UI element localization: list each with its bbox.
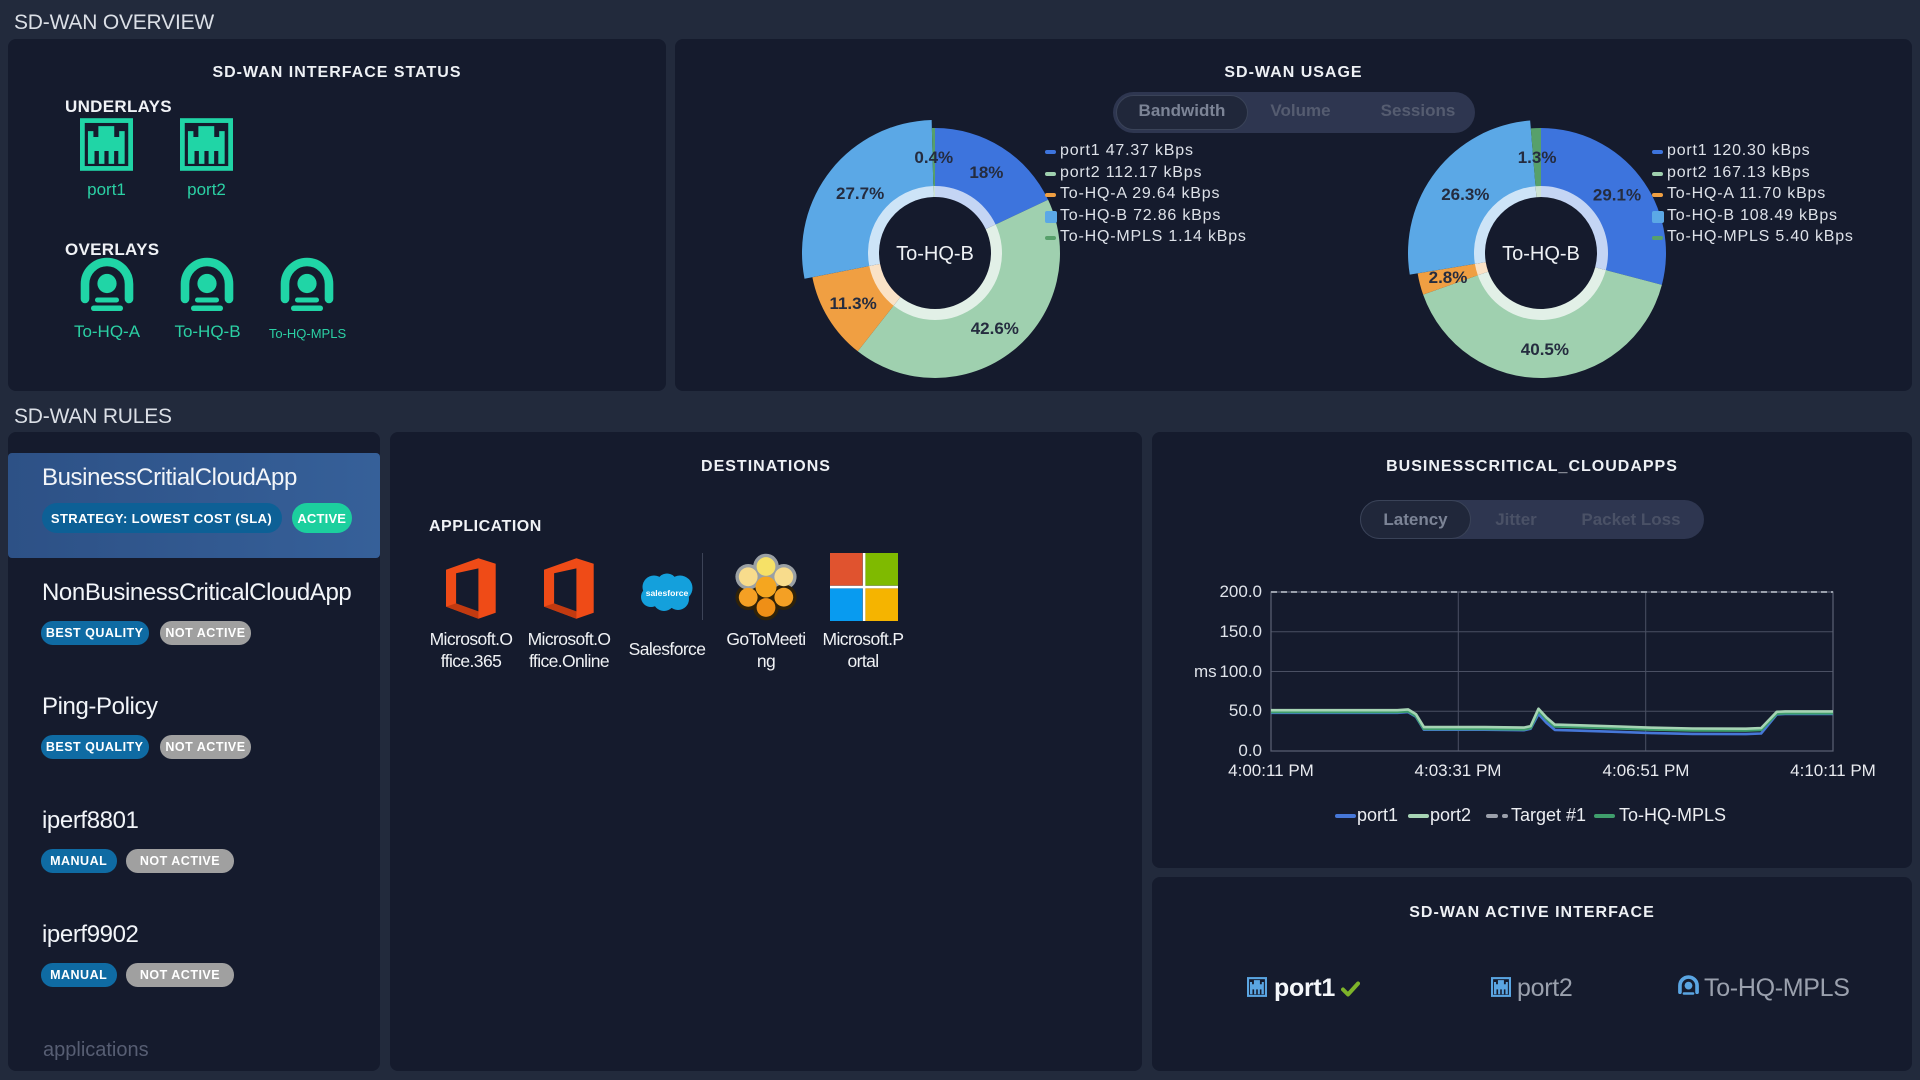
- svg-text:29.1%: 29.1%: [1592, 185, 1640, 204]
- svg-text:0.4%: 0.4%: [914, 148, 953, 167]
- svg-text:18%: 18%: [969, 163, 1003, 182]
- svg-text:26.3%: 26.3%: [1441, 185, 1489, 204]
- svg-text:2.8%: 2.8%: [1428, 268, 1467, 287]
- svg-text:salesforce: salesforce: [646, 588, 689, 598]
- svg-text:11.3%: 11.3%: [829, 294, 876, 313]
- svg-text:To-HQ-B: To-HQ-B: [1502, 243, 1580, 265]
- svg-text:1.3%: 1.3%: [1517, 148, 1556, 167]
- svg-text:27.7%: 27.7%: [835, 184, 883, 203]
- svg-text:40.5%: 40.5%: [1520, 340, 1568, 359]
- svg-text:42.6%: 42.6%: [970, 319, 1018, 338]
- svg-text:To-HQ-B: To-HQ-B: [896, 243, 974, 265]
